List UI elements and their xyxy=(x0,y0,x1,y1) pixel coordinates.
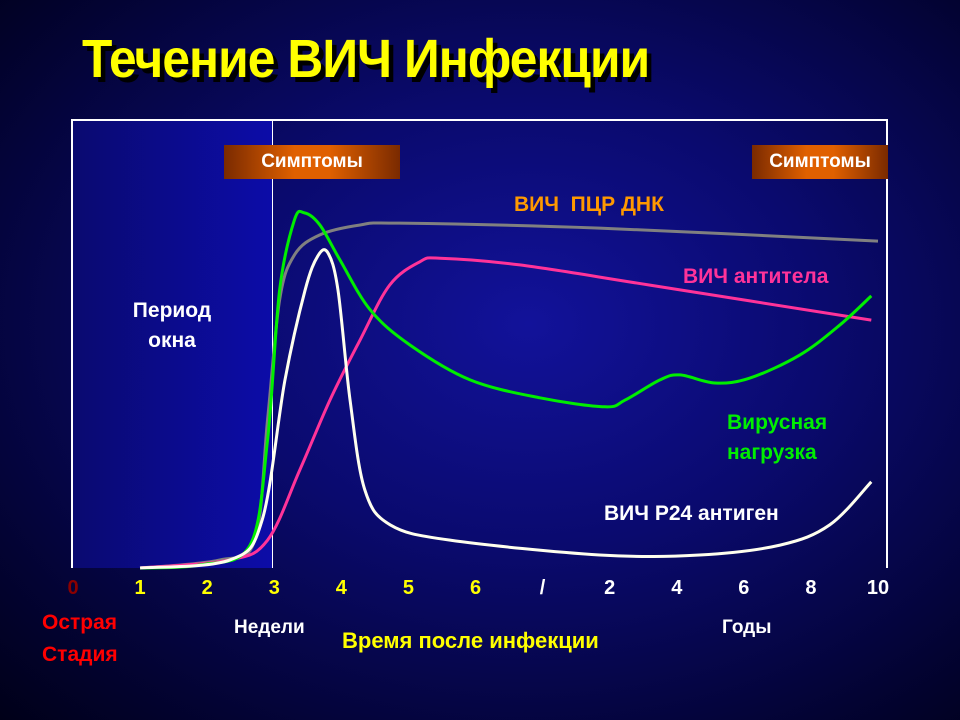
years-label: Годы xyxy=(722,617,772,638)
p24-antigen-line xyxy=(139,248,873,570)
x-tick-label: 5 xyxy=(402,577,414,599)
x-axis-label: Время после инфекции xyxy=(342,628,599,653)
symptoms-box-acute: Симптомы xyxy=(224,145,400,179)
window-period-line-2: окна xyxy=(148,329,196,352)
window-period-label: Период окна xyxy=(127,296,217,356)
x-tick-label: 2 xyxy=(604,577,616,599)
x-tick-label: 6 xyxy=(469,577,482,599)
x-tick-label: 1 xyxy=(134,577,146,599)
symptoms-box-late: Симптомы xyxy=(752,145,888,179)
window-period-divider xyxy=(272,121,273,568)
x-tick-label: 8 xyxy=(805,577,817,599)
x-tick-label: 6 xyxy=(738,577,750,599)
plot-area xyxy=(71,119,888,568)
x-tick-label: / xyxy=(539,577,546,599)
acute-stage-line-2: Стадия xyxy=(42,643,118,666)
x-tick-label: 10 xyxy=(866,577,890,599)
x-tick-label: 2 xyxy=(201,577,213,599)
acute-stage-line-1: Острая xyxy=(42,611,118,634)
series-label-antibodies: ВИЧ антитела xyxy=(683,265,829,288)
acute-stage-label: Острая Стадия xyxy=(42,607,118,671)
window-period-region xyxy=(73,121,272,568)
series-label-p24: ВИЧ Р24 антиген xyxy=(604,502,779,525)
antibodies-line xyxy=(139,256,872,570)
series-label-dna: ВИЧ ПЦР ДНК xyxy=(514,193,664,216)
chart-title: Течение ВИЧ Инфекции xyxy=(82,29,650,89)
window-period-line-1: Период xyxy=(132,299,212,322)
weeks-label: Недели xyxy=(234,617,305,638)
x-tick-label: 4 xyxy=(671,577,683,599)
viral-load-line-1: Вирусная xyxy=(727,411,828,434)
x-tick-label: 0 xyxy=(67,577,79,599)
viral-load-line xyxy=(140,209,873,570)
x-tick-label: 3 xyxy=(268,577,280,599)
series-label-viral-load: Вирусная нагрузка xyxy=(727,408,827,468)
viral-load-line-2: нагрузка xyxy=(727,441,817,464)
x-tick-label: 4 xyxy=(335,577,347,599)
